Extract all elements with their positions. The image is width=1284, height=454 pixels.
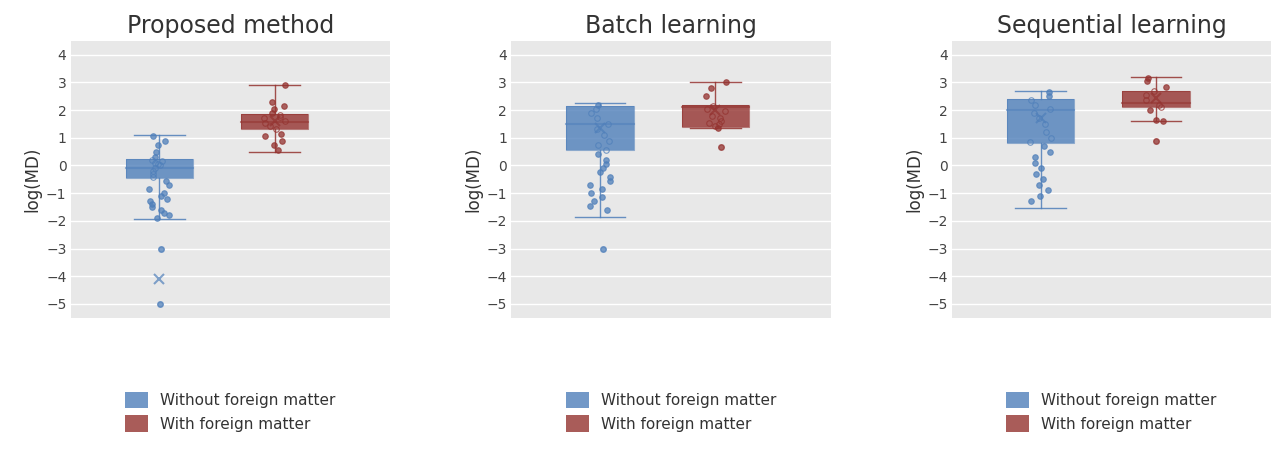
Legend: Without foreign matter, With foreign matter: Without foreign matter, With foreign mat… <box>566 392 776 432</box>
Title: Batch learning: Batch learning <box>586 14 756 38</box>
FancyBboxPatch shape <box>682 104 749 127</box>
Y-axis label: log(MD): log(MD) <box>465 147 483 212</box>
Title: Proposed method: Proposed method <box>127 14 334 38</box>
FancyBboxPatch shape <box>1007 99 1075 143</box>
FancyBboxPatch shape <box>566 106 633 150</box>
Y-axis label: log(MD): log(MD) <box>24 147 42 212</box>
FancyBboxPatch shape <box>241 114 308 129</box>
FancyBboxPatch shape <box>1122 91 1189 107</box>
Legend: Without foreign matter, With foreign matter: Without foreign matter, With foreign mat… <box>1007 392 1217 432</box>
Title: Sequential learning: Sequential learning <box>996 14 1226 38</box>
Y-axis label: log(MD): log(MD) <box>905 147 923 212</box>
Legend: Without foreign matter, With foreign matter: Without foreign matter, With foreign mat… <box>125 392 335 432</box>
FancyBboxPatch shape <box>126 159 193 178</box>
